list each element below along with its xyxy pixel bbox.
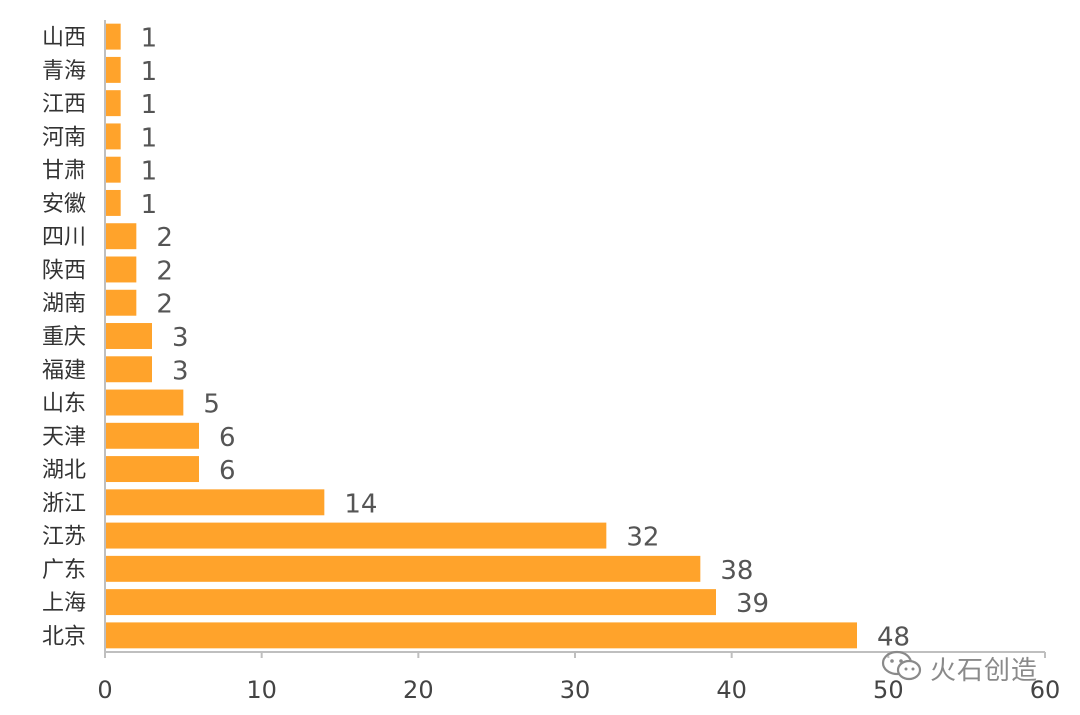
value-label: 6 xyxy=(219,456,236,486)
value-label: 38 xyxy=(720,556,753,586)
bar-4 xyxy=(105,156,121,183)
category-label: 江苏 xyxy=(42,525,86,550)
bar-8 xyxy=(105,289,137,316)
category-label: 山东 xyxy=(42,392,86,417)
value-label: 2 xyxy=(156,256,173,286)
x-tick-label: 20 xyxy=(403,676,434,704)
category-label: 陕西 xyxy=(42,258,86,283)
category-label: 北京 xyxy=(42,624,86,649)
value-label: 32 xyxy=(626,523,659,553)
value-label: 14 xyxy=(344,489,377,519)
wechat-icon xyxy=(880,649,924,687)
bar-13 xyxy=(105,456,199,483)
category-label: 河南 xyxy=(42,125,86,150)
bar-16 xyxy=(105,555,701,582)
bar-5 xyxy=(105,189,121,216)
value-label: 1 xyxy=(141,90,158,120)
watermark-text: 火石创造 xyxy=(930,655,1039,686)
category-label: 浙江 xyxy=(42,491,86,516)
category-label: 山西 xyxy=(42,26,86,51)
value-label: 3 xyxy=(172,323,189,353)
category-label: 湖南 xyxy=(42,292,86,317)
x-tick-label: 30 xyxy=(560,676,591,704)
x-tick-label: 60 xyxy=(1030,676,1061,704)
value-label: 48 xyxy=(877,622,910,652)
category-label: 四川 xyxy=(42,225,86,250)
bar-11 xyxy=(105,389,184,416)
bar-14 xyxy=(105,489,325,516)
category-label: 福建 xyxy=(42,358,86,383)
value-label: 39 xyxy=(736,589,769,619)
value-label: 1 xyxy=(141,123,158,153)
category-label: 甘肃 xyxy=(42,159,86,184)
category-label: 重庆 xyxy=(42,325,86,350)
category-label: 广东 xyxy=(42,558,86,583)
value-label: 6 xyxy=(219,423,236,453)
x-tick-label: 50 xyxy=(873,676,904,704)
value-label: 3 xyxy=(172,356,189,386)
bar-6 xyxy=(105,223,137,250)
value-label: 1 xyxy=(141,157,158,187)
value-label: 1 xyxy=(141,24,158,54)
value-label: 1 xyxy=(141,190,158,220)
bar-3 xyxy=(105,123,121,150)
value-label: 5 xyxy=(203,390,220,420)
category-label: 湖北 xyxy=(42,458,86,483)
value-label: 2 xyxy=(156,223,173,253)
category-label: 天津 xyxy=(42,425,86,450)
bar-18 xyxy=(105,622,857,649)
bar-15 xyxy=(105,522,607,549)
bar-9 xyxy=(105,323,152,349)
category-label: 上海 xyxy=(42,591,86,616)
bar-0 xyxy=(105,23,121,50)
x-tick-label: 0 xyxy=(97,676,112,704)
bars-group xyxy=(105,23,857,649)
value-label: 1 xyxy=(141,57,158,87)
watermark: 火石创造 xyxy=(880,648,1070,688)
category-label: 安徽 xyxy=(42,192,86,217)
x-tick-label: 10 xyxy=(246,676,277,704)
bar-10 xyxy=(105,356,152,383)
x-ticks: 0 10 20 30 40 50 60 xyxy=(97,652,1060,704)
bar-1 xyxy=(105,56,121,83)
bar-2 xyxy=(105,90,121,117)
x-tick-label: 40 xyxy=(716,676,747,704)
bar-17 xyxy=(105,589,716,616)
value-label: 2 xyxy=(156,290,173,320)
bar-12 xyxy=(105,422,199,449)
category-label: 青海 xyxy=(42,59,86,84)
category-label: 江西 xyxy=(42,92,86,117)
bar-7 xyxy=(105,256,137,283)
